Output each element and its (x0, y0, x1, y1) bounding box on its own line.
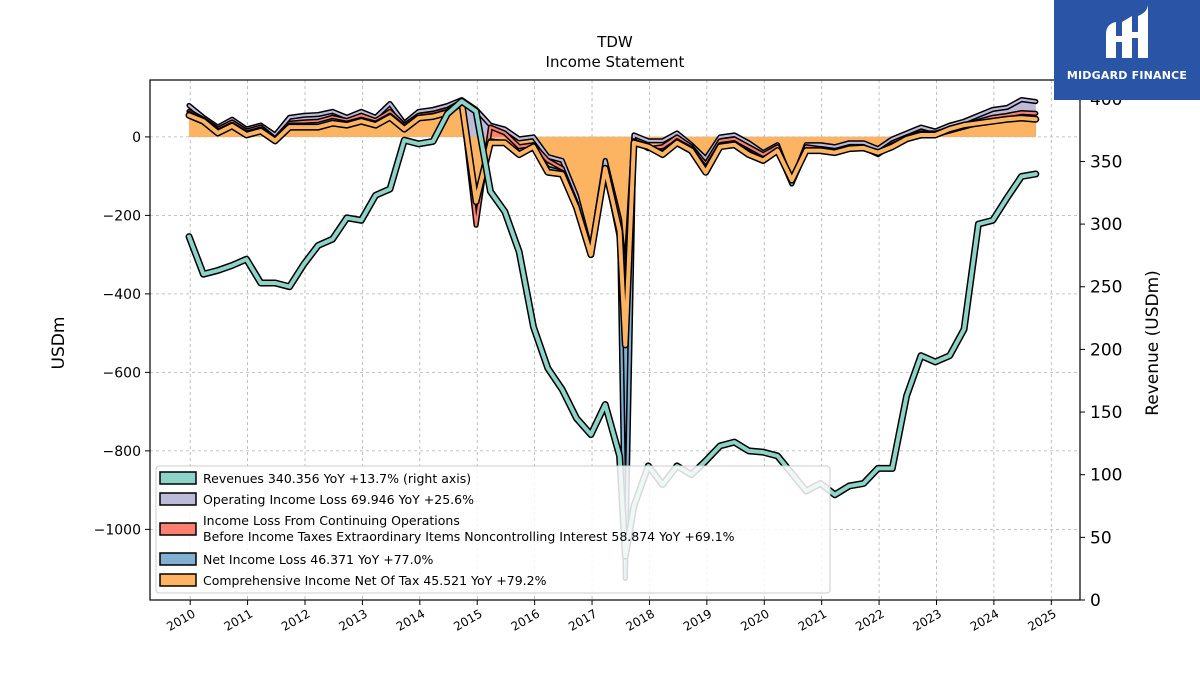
chart-subtitle: Income Statement (546, 53, 685, 71)
legend-swatch-operating (159, 492, 197, 506)
y-tick-label: 0 (132, 130, 141, 146)
y-axis-label: USDm (49, 317, 69, 370)
y-right-tick-label: 100 (1090, 466, 1122, 486)
legend-swatch-net (159, 552, 197, 566)
legend-swatch-revenues (159, 471, 197, 485)
legend-label-net: Net Income Loss 46.371 YoY +77.0% (203, 552, 434, 567)
area-comprehensive (189, 102, 1036, 345)
y-tick-label: −200 (103, 208, 141, 224)
y-right-tick-label: 300 (1090, 215, 1122, 235)
y-right-tick-label: 50 (1090, 528, 1112, 548)
y-tick-label: −800 (103, 444, 141, 460)
line-layer (185, 97, 1040, 582)
chart-title: TDW (596, 33, 633, 51)
legend-label-comprehensive: Comprehensive Income Net Of Tax 45.521 Y… (203, 573, 547, 588)
legend-label-revenues: Revenues 340.356 YoY +13.7% (right axis) (203, 471, 471, 486)
line-revenues (187, 99, 1038, 559)
brand-logo-icon (1106, 4, 1148, 58)
brand-logo: MIDGARD FINANCE (1054, 0, 1200, 100)
y-right-tick-label: 350 (1090, 152, 1122, 172)
legend: Revenues 340.356 YoY +13.7% (right axis)… (155, 465, 831, 594)
y-right-tick-label: 250 (1090, 278, 1122, 298)
y-axis-right-label: Revenue (USDm) (1143, 270, 1163, 416)
y-tick-label: −400 (103, 287, 141, 303)
y-right-tick-label: 150 (1090, 403, 1122, 423)
legend-swatch-comprehensive (159, 573, 197, 587)
legend-label-pretax-line1: Income Loss From Continuing Operations (203, 513, 460, 528)
line-comprehensive (187, 100, 1038, 347)
legend-label-operating: Operating Income Loss 69.946 YoY +25.6% (203, 492, 474, 507)
brand-name: MIDGARD FINANCE (1066, 69, 1188, 82)
legend-swatch-pretax (159, 522, 197, 536)
y-right-tick-label: 200 (1090, 340, 1122, 360)
y-right-tick-label: 0 (1090, 591, 1101, 611)
legend-box (155, 465, 831, 594)
left-y-ticks: −1000 −800 −600 −400 −200 0 (94, 130, 150, 538)
y-tick-label: −600 (103, 365, 141, 381)
legend-label-pretax-line2: Before Income Taxes Extraordinary Items … (203, 529, 735, 544)
y-tick-label: −1000 (94, 522, 141, 538)
plot-frame (149, 79, 1081, 601)
